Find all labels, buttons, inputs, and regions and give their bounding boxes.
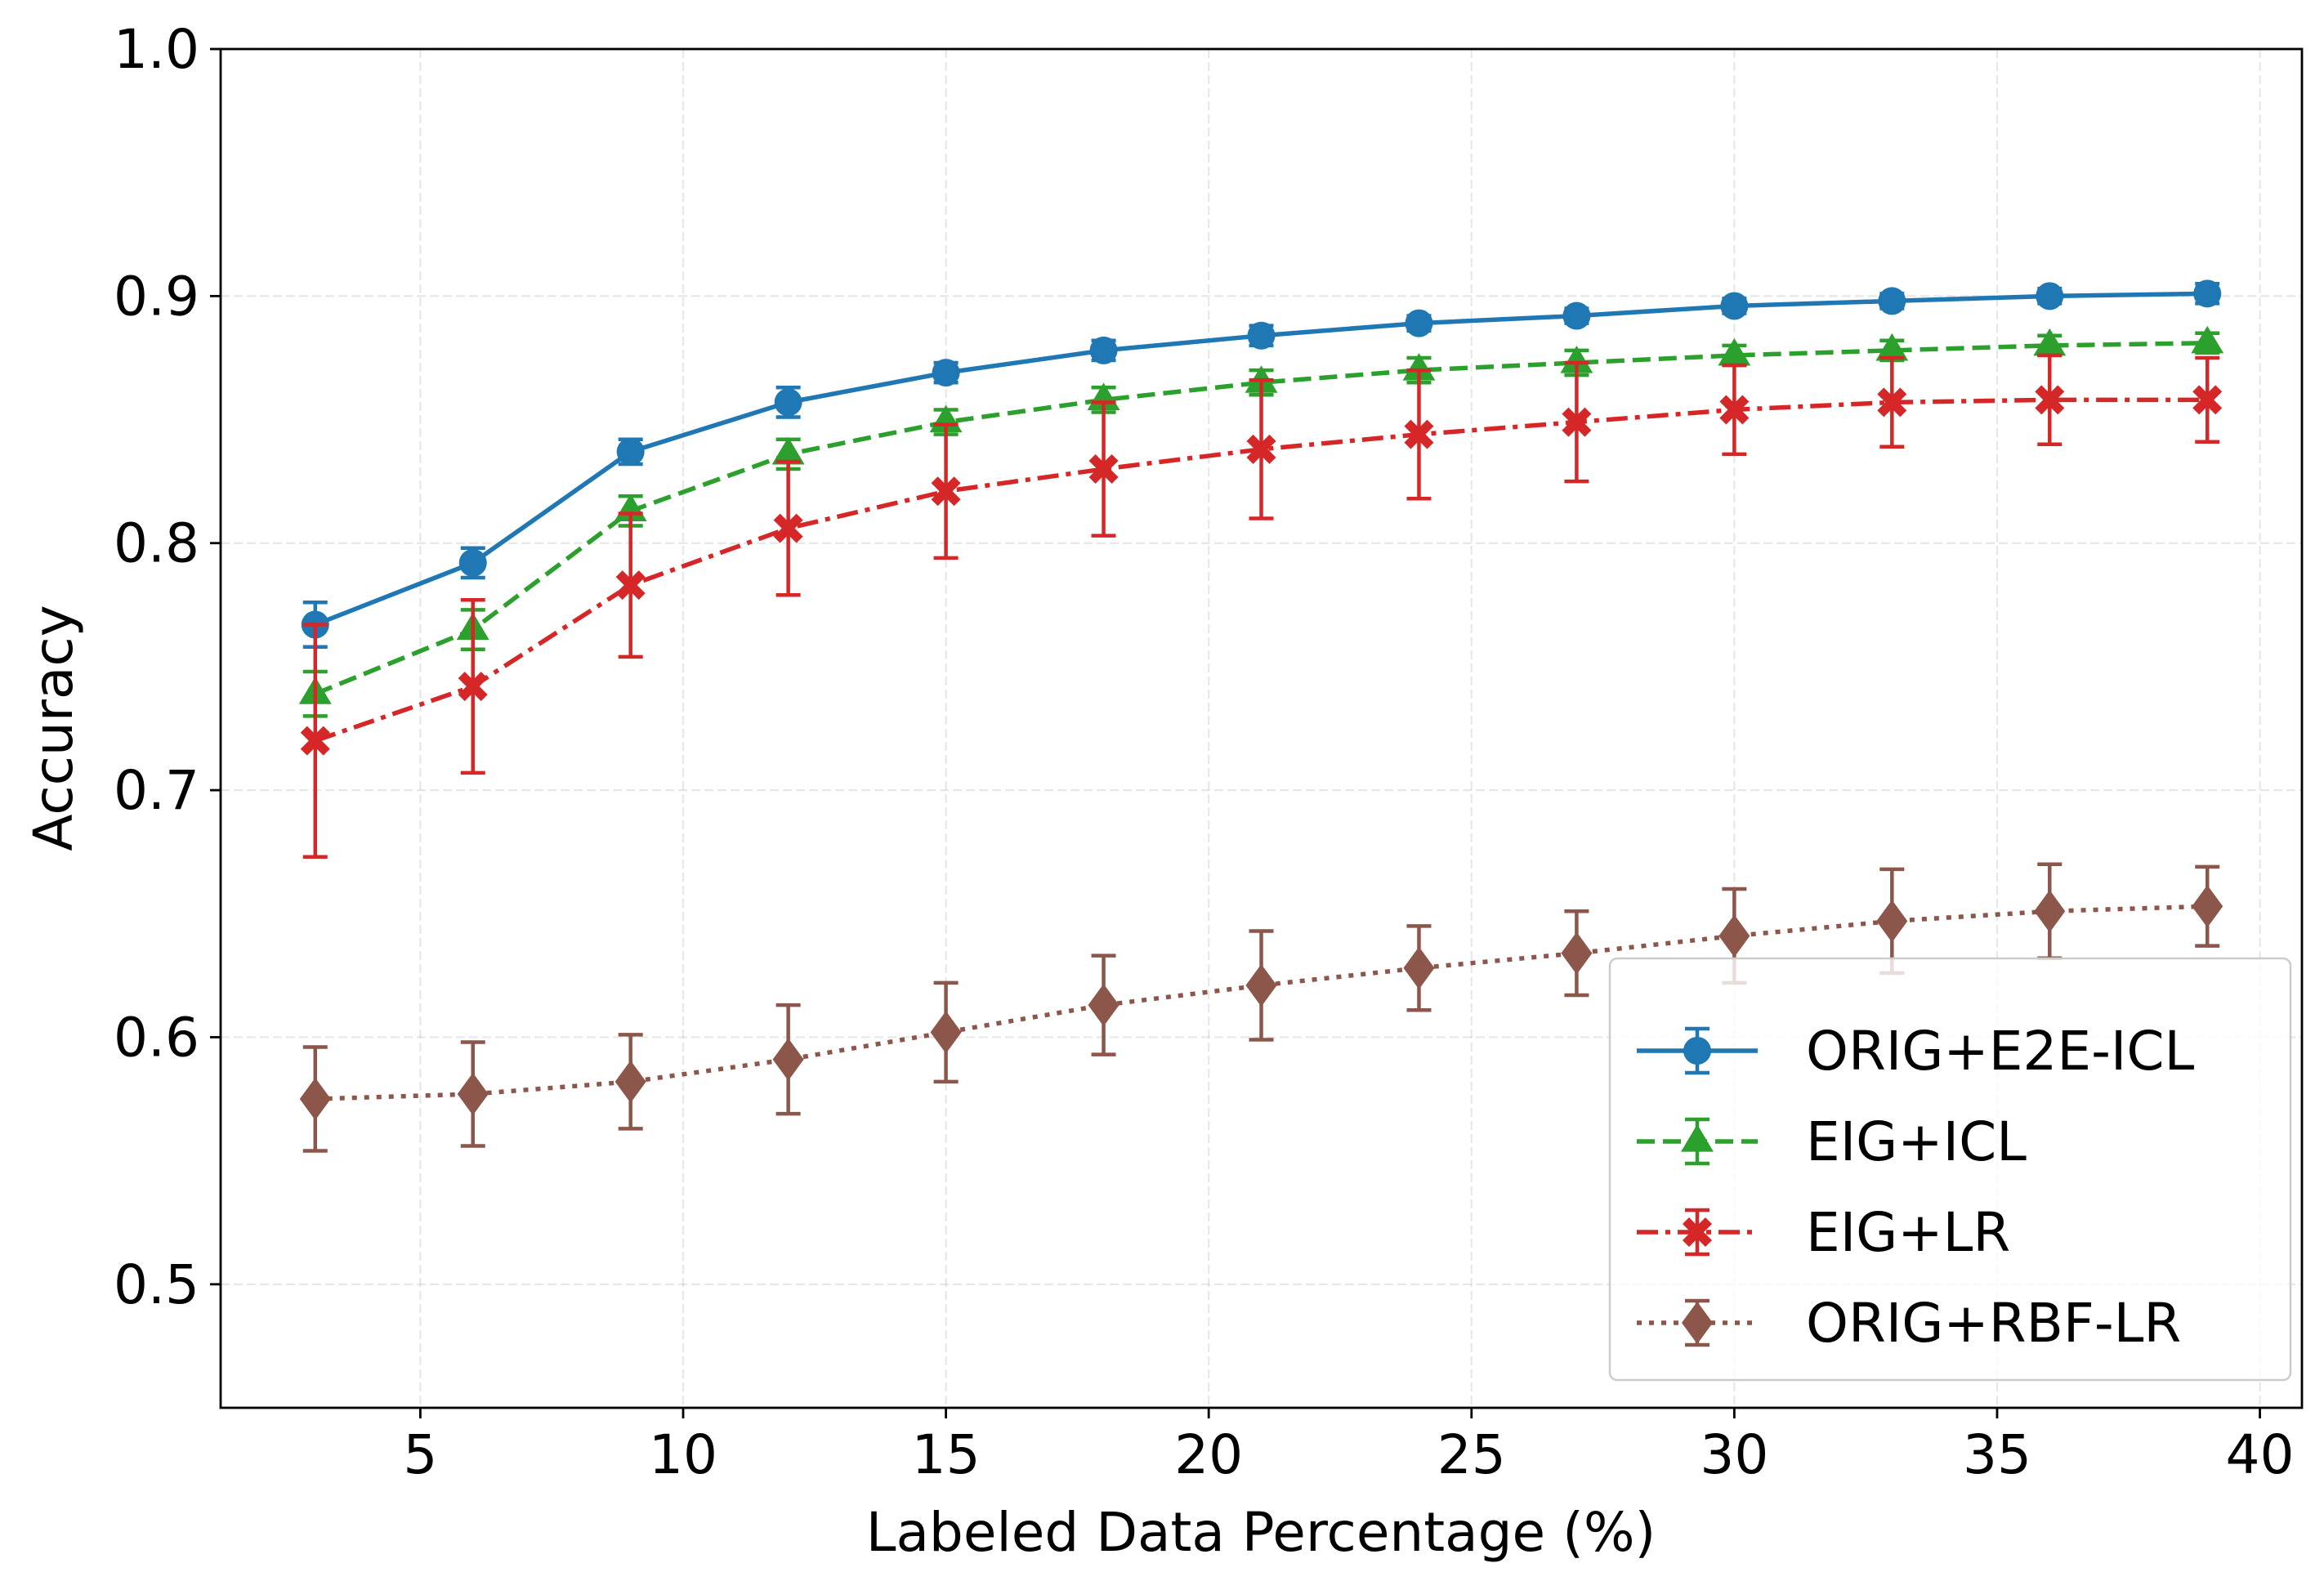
data-point — [930, 1011, 962, 1054]
x-tick-label: 30 — [1700, 1423, 1768, 1486]
y-tick-label: 0.6 — [114, 1006, 199, 1069]
data-point — [1088, 984, 1120, 1027]
x-tick-label: 35 — [1963, 1423, 2031, 1486]
legend-entry-0: ORIG+E2E-ICL — [1637, 1020, 2194, 1083]
data-point — [1246, 434, 1276, 464]
y-tick-label: 0.7 — [114, 759, 199, 822]
data-point — [1088, 454, 1119, 485]
data-point — [1402, 353, 1436, 381]
data-point — [1719, 395, 1750, 425]
legend-entry-3: ORIG+RBF-LR — [1637, 1292, 2181, 1355]
legend-label: ORIG+RBF-LR — [1806, 1292, 2181, 1355]
x-tick-label: 15 — [912, 1423, 981, 1486]
data-point — [458, 548, 487, 577]
data-point — [1404, 419, 1434, 449]
data-point — [299, 1078, 331, 1121]
x-tick-label: 5 — [403, 1423, 437, 1486]
legend-marker — [1681, 1124, 1714, 1152]
plot-frame — [219, 47, 2304, 1409]
legend-label: ORIG+E2E-ICL — [1806, 1020, 2194, 1083]
legend-frame — [1608, 957, 2292, 1382]
legend-entry-1: EIG+ICL — [1637, 1110, 2027, 1173]
x-axis-label: Labeled Data Percentage (%) — [866, 1501, 1656, 1564]
x-axis-ticks: 5 10 15 20 25 30 35 40 — [403, 1408, 2295, 1486]
legend-marker — [1683, 1037, 1711, 1065]
data-series — [298, 279, 2224, 1153]
y-tick-label: 0.5 — [114, 1253, 199, 1316]
data-point — [2036, 282, 2064, 310]
y-tick-label: 1.0 — [114, 18, 199, 81]
legend-label: EIG+ICL — [1806, 1110, 2027, 1173]
x-tick-label: 40 — [2226, 1423, 2295, 1486]
data-point — [1403, 946, 1435, 989]
data-point — [2193, 279, 2222, 308]
x-tick-label: 10 — [649, 1423, 717, 1486]
data-point — [1562, 407, 1592, 437]
series-3 — [299, 862, 2223, 1153]
data-point — [931, 476, 961, 507]
data-point — [1405, 309, 1433, 337]
data-point — [1720, 292, 1749, 320]
data-point — [1877, 387, 1907, 418]
data-point — [932, 359, 960, 387]
legend-marker — [1683, 1217, 1712, 1247]
data-point — [2035, 385, 2065, 415]
data-point — [616, 437, 645, 466]
y-tick-label: 0.8 — [114, 512, 199, 575]
data-point — [615, 1060, 646, 1103]
data-point — [300, 726, 330, 756]
data-point — [1562, 301, 1591, 330]
series-2 — [300, 353, 2223, 859]
data-point — [1875, 333, 1909, 361]
data-point — [615, 570, 646, 601]
data-point — [771, 436, 805, 465]
data-point — [772, 1038, 804, 1081]
data-point — [1245, 963, 1277, 1007]
legend-entry-2: EIG+LR — [1637, 1201, 2010, 1264]
y-tick-label: 0.9 — [114, 265, 199, 328]
data-point — [2192, 385, 2223, 415]
data-point — [1089, 336, 1118, 364]
data-point — [774, 388, 802, 417]
data-point — [1876, 900, 1908, 943]
data-point — [2033, 328, 2067, 356]
data-point — [773, 513, 803, 543]
x-tick-label: 20 — [1174, 1423, 1243, 1486]
data-point — [1561, 931, 1593, 975]
data-point — [2034, 890, 2066, 933]
x-tick-label: 25 — [1437, 1423, 1506, 1486]
legend-marker — [1682, 1302, 1713, 1344]
legend: ORIG+E2E-ICL EIG+ICL EIG+LR ORIG+RBF-LR — [1608, 957, 2292, 1382]
data-point — [1247, 321, 1276, 350]
data-point — [1718, 914, 1750, 958]
series-0 — [301, 279, 2222, 649]
y-axis-ticks: 0.5 0.6 0.7 0.8 0.9 1.0 — [114, 18, 221, 1316]
legend-label: EIG+LR — [1806, 1201, 2010, 1264]
data-point — [458, 672, 488, 702]
data-point — [457, 1072, 489, 1115]
data-point — [1560, 346, 1593, 373]
data-point — [2191, 325, 2224, 354]
y-axis-label: Accuracy — [22, 605, 85, 851]
data-point — [2192, 885, 2223, 928]
data-point — [1718, 337, 1751, 366]
data-point — [1878, 287, 1906, 315]
